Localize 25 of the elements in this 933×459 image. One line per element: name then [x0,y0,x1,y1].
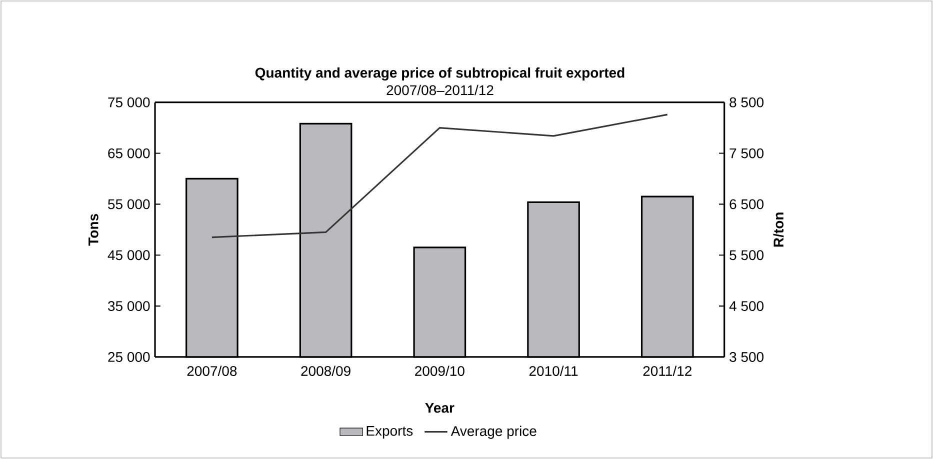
x-axis-title: Year [425,403,454,413]
legend-label: Average price [450,426,536,439]
y-tick-label: 55 000 [108,199,150,210]
y-tick-label: 25 000 [108,352,150,362]
chart-title: Quantity and average price of subtropical fruit exported [255,67,624,81]
y2-tick-label: 6 500 [730,199,764,210]
x-tick-label: 2011/12 [643,366,692,376]
x-tick-label: 2007/08 [187,366,237,376]
y2-tick-label: 8 500 [730,97,764,108]
x-tick-label: 2008/09 [301,366,350,376]
y2-tick-label: 5 500 [730,250,764,260]
y2-tick-label: 7 500 [730,148,764,158]
y-tick-label: 45 000 [108,250,150,260]
y-tick-label: 35 000 [108,301,150,312]
y2-tick-label: 4 500 [729,301,764,312]
y2-tick-label: 3 500 [730,352,764,362]
y-tick-label: 75 000 [108,97,150,108]
y-axis-title: Tons [88,214,98,246]
chart-subtitle: 2007/08–2011/12 [386,84,494,96]
x-tick-label: 2009/10 [415,366,464,376]
y2-axis-title: R/ton [773,212,784,247]
line-series [211,114,668,238]
x-tick-label: 2010/11 [529,366,578,376]
y-tick-label: 65 000 [108,148,150,158]
legend-label: Exports [366,426,413,439]
